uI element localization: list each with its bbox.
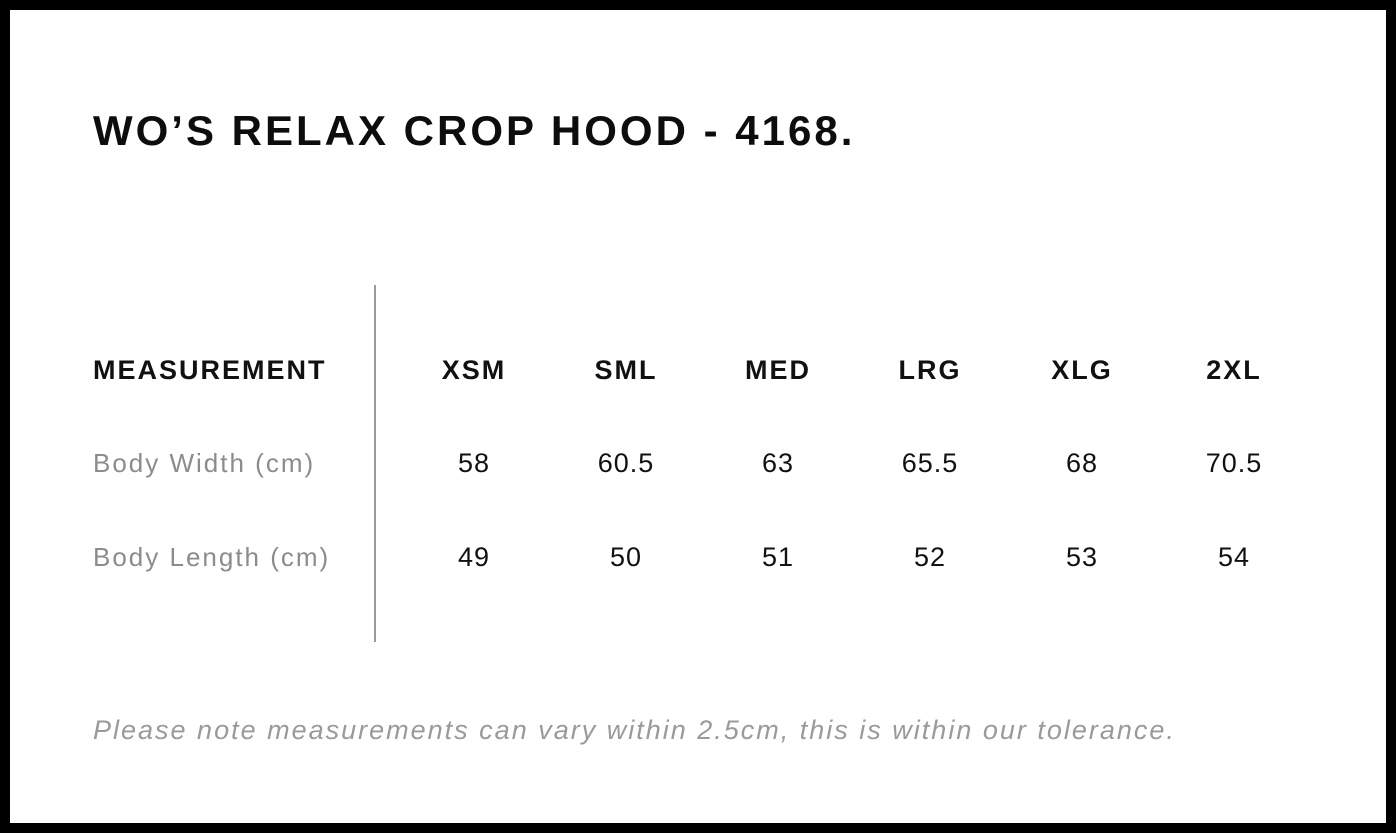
size-header-2xl: 2XL bbox=[1206, 354, 1262, 385]
body-width-xsm: 58 bbox=[457, 447, 491, 478]
tolerance-note: Please note measurements can vary within… bbox=[93, 715, 1176, 745]
size-header-sml: SML bbox=[594, 354, 658, 385]
body-length-sml: 50 bbox=[609, 541, 643, 572]
body-length-xlg: 53 bbox=[1065, 541, 1099, 572]
row-label-body-width: Body Width (cm) bbox=[93, 447, 316, 478]
product-title: WO’S RELAX CROP HOOD - 4168. bbox=[93, 107, 856, 154]
body-length-xsm: 49 bbox=[457, 541, 491, 572]
size-header-xsm: XSM bbox=[441, 354, 507, 385]
body-width-med: 63 bbox=[761, 447, 795, 478]
vertical-divider bbox=[374, 285, 376, 642]
size-header-med: MED bbox=[745, 354, 811, 385]
body-width-xlg: 68 bbox=[1065, 447, 1099, 478]
size-chart-header-row: MEASUREMENT XSM SML MED LRG XLG 2XL bbox=[93, 340, 1310, 400]
body-width-sml: 60.5 bbox=[597, 447, 655, 478]
body-length-2xl: 54 bbox=[1217, 541, 1251, 572]
body-width-lrg: 65.5 bbox=[901, 447, 959, 478]
row-label-body-length: Body Length (cm) bbox=[93, 541, 331, 572]
size-header-lrg: LRG bbox=[898, 354, 962, 385]
size-header-xlg: XLG bbox=[1051, 354, 1113, 385]
body-length-lrg: 52 bbox=[913, 541, 947, 572]
table-row-body-width: Body Width (cm) 58 60.5 63 65.5 68 70.5 bbox=[93, 433, 1310, 493]
size-chart: MEASUREMENT XSM SML MED LRG XLG 2XL Body… bbox=[93, 285, 1310, 642]
body-width-2xl: 70.5 bbox=[1205, 447, 1263, 478]
body-length-med: 51 bbox=[761, 541, 795, 572]
table-row-body-length: Body Length (cm) 49 50 51 52 53 54 bbox=[93, 527, 1310, 587]
measurement-column-header: MEASUREMENT bbox=[93, 354, 327, 385]
